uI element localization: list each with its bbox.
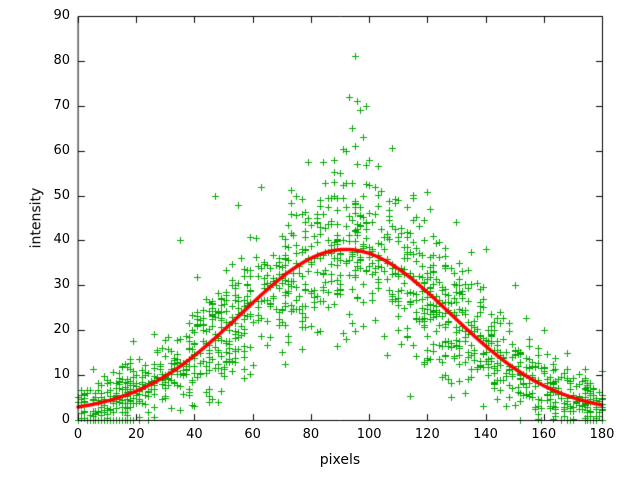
x-tick-label: 160 <box>531 427 557 442</box>
y-tick-label: 70 <box>53 97 70 113</box>
y-tick-label: 30 <box>53 277 70 293</box>
x-tick-label: 80 <box>302 427 320 442</box>
y-tick-label: 50 <box>53 187 70 203</box>
x-tick-label: 0 <box>73 427 83 442</box>
y-tick-label: 80 <box>53 52 70 68</box>
y-axis-title: intensity <box>28 187 45 249</box>
x-tick-label: 120 <box>414 427 440 442</box>
y-tick-label: 60 <box>53 142 70 158</box>
x-tick-label: 140 <box>473 427 498 442</box>
y-tick-label: 10 <box>53 367 70 383</box>
y-tick-label: 90 <box>53 8 70 23</box>
x-tick-label: 60 <box>244 427 261 442</box>
x-tick-label: 40 <box>186 427 203 442</box>
y-tick-label: 40 <box>53 232 70 248</box>
x-tick-label: 180 <box>589 427 615 442</box>
x-tick-label: 20 <box>127 427 145 442</box>
x-axis-title: pixels <box>319 452 361 468</box>
y-tick-label: 0 <box>61 412 70 427</box>
y-tick-label: 20 <box>53 322 70 338</box>
x-tick-label: 100 <box>356 427 382 442</box>
